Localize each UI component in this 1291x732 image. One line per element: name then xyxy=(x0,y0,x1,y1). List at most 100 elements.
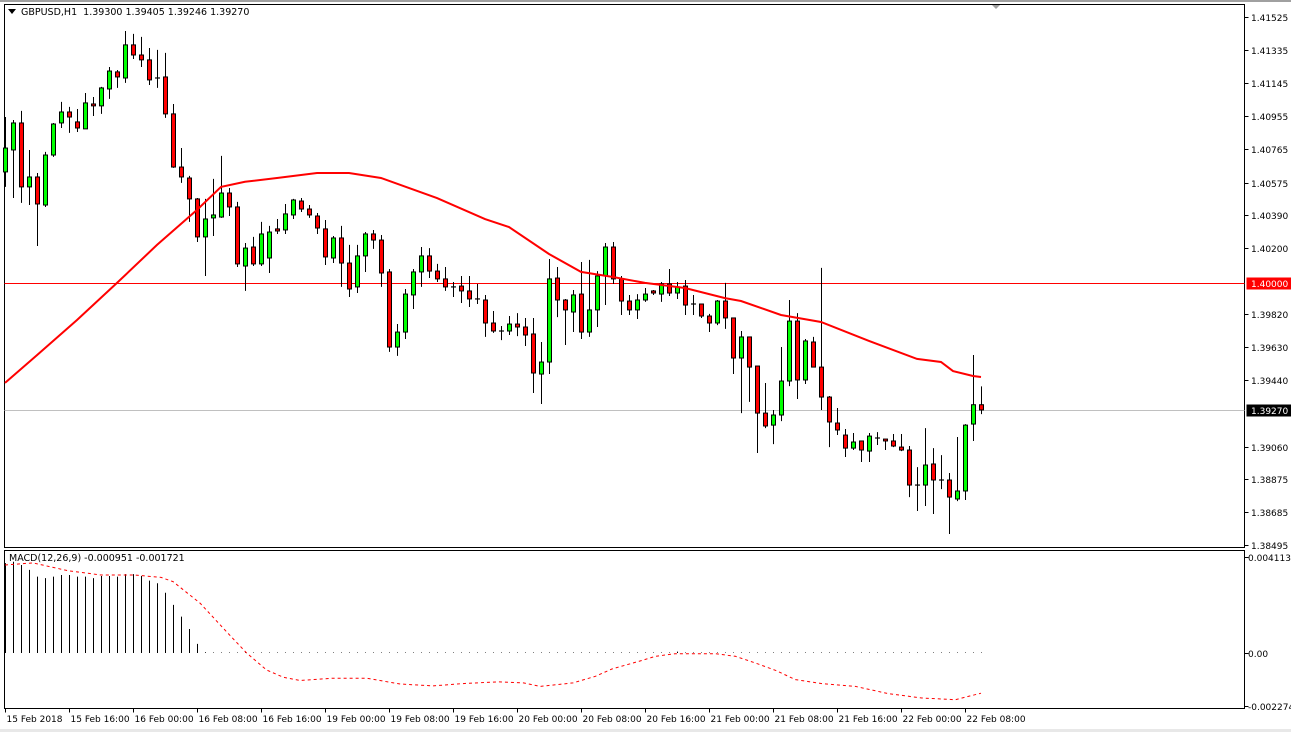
bear-candle xyxy=(379,239,384,274)
dropdown-triangle-icon[interactable] xyxy=(8,9,16,14)
price-axis-label: 1.38875 xyxy=(1251,476,1288,486)
bear-candle xyxy=(627,300,632,311)
bull-candle xyxy=(419,255,424,273)
bear-candle xyxy=(115,71,120,78)
macd-axis-label: 0.00 xyxy=(1248,650,1268,660)
bull-candle xyxy=(267,231,272,259)
bull-candle xyxy=(395,331,400,348)
price-axis-label: 1.40765 xyxy=(1251,146,1288,156)
price-axis-label: 1.39630 xyxy=(1251,344,1288,354)
bear-candle xyxy=(795,320,800,381)
bear-candle xyxy=(811,341,816,368)
bear-candle xyxy=(579,293,584,333)
bear-candle xyxy=(323,228,328,258)
bull-candle xyxy=(963,424,968,492)
bull-candle xyxy=(547,278,552,363)
bear-candle xyxy=(227,192,232,208)
bear-candle xyxy=(339,237,344,264)
bear-candle xyxy=(347,262,352,290)
bear-candle xyxy=(891,440,896,447)
bear-candle xyxy=(899,446,904,451)
time-axis-label: 22 Feb 00:00 xyxy=(903,715,962,725)
bull-candle xyxy=(851,441,856,449)
bear-candle xyxy=(251,246,256,265)
bear-candle xyxy=(443,278,448,288)
bear-candle xyxy=(459,285,464,292)
bear-candle xyxy=(315,215,320,229)
bull-candle xyxy=(923,464,928,486)
bear-candle xyxy=(819,366,824,398)
bear-candle xyxy=(699,303,704,317)
time-axis-label: 21 Feb 08:00 xyxy=(775,715,834,725)
bull-candle xyxy=(603,246,608,277)
time-axis-label: 15 Feb 2018 xyxy=(7,715,63,725)
bull-candle xyxy=(595,275,600,311)
bull-candle xyxy=(955,490,960,500)
chart-shift-marker-icon[interactable] xyxy=(992,5,1000,9)
bull-candle xyxy=(507,323,512,332)
bear-candle xyxy=(435,270,440,280)
time-axis-label: 19 Feb 08:00 xyxy=(391,715,450,725)
bull-candle xyxy=(643,293,648,301)
macd-axis-label: -0.002274 xyxy=(1248,703,1291,713)
bear-candle xyxy=(187,177,192,200)
price-axis-label: 1.39060 xyxy=(1251,444,1288,454)
price-axis-label: 1.40200 xyxy=(1251,245,1288,255)
bull-candle xyxy=(291,199,296,216)
bear-candle xyxy=(531,333,536,374)
chart-header: GBPUSD,H1 1.39300 1.39405 1.39246 1.3927… xyxy=(8,7,249,18)
bear-candle xyxy=(491,322,496,332)
bear-candle xyxy=(763,412,768,427)
bull-candle xyxy=(123,44,128,79)
bull-candle xyxy=(771,414,776,426)
macd-signal-line xyxy=(4,562,982,701)
bull-candle xyxy=(971,404,976,425)
bear-candle xyxy=(907,449,912,486)
bear-candle xyxy=(19,122,24,188)
bear-candle xyxy=(731,317,736,359)
time-axis-label: 22 Feb 08:00 xyxy=(967,715,1026,725)
price-axis-label: 1.41145 xyxy=(1251,80,1288,90)
time-axis-label: 19 Feb 16:00 xyxy=(455,715,514,725)
bear-candle xyxy=(947,479,952,498)
level-price-label: 1.40000 xyxy=(1251,280,1288,290)
bear-candle xyxy=(427,255,432,272)
bull-candle xyxy=(259,233,264,265)
bear-candle xyxy=(835,422,840,431)
bottom-edge xyxy=(0,729,1291,732)
price-axis-label: 1.38685 xyxy=(1251,509,1288,519)
bull-candle xyxy=(203,218,208,238)
bear-candle xyxy=(667,283,672,294)
bull-candle xyxy=(59,111,64,124)
bull-candle xyxy=(803,340,808,381)
bear-candle xyxy=(67,111,72,118)
bull-candle xyxy=(107,70,112,90)
bear-candle xyxy=(747,336,752,368)
bull-candle xyxy=(411,271,416,296)
bull-candle xyxy=(83,102,88,130)
bull-candle xyxy=(635,299,640,311)
bull-candle xyxy=(571,294,576,313)
bear-candle xyxy=(723,300,728,319)
main-panel-frame xyxy=(4,4,1245,548)
price-axis-label: 1.40575 xyxy=(1251,180,1288,190)
time-axis-label: 21 Feb 16:00 xyxy=(839,715,898,725)
ohlc-readout: 1.39300 1.39405 1.39246 1.39270 xyxy=(83,7,250,18)
bear-candle xyxy=(307,208,312,216)
bull-candle xyxy=(3,147,8,173)
bear-candle xyxy=(467,290,472,300)
bull-candle xyxy=(51,123,56,156)
bull-candle xyxy=(99,87,104,107)
bull-candle xyxy=(243,247,248,267)
macd-axis-label: 0.004113 xyxy=(1248,554,1291,564)
time-axis-label: 15 Feb 16:00 xyxy=(71,715,130,725)
time-axis-label: 16 Feb 16:00 xyxy=(263,715,322,725)
bear-candle xyxy=(523,326,528,336)
bear-candle xyxy=(299,200,304,210)
macd-header: MACD(12,26,9) -0.000951 -0.001721 xyxy=(9,553,185,564)
bull-candle xyxy=(219,192,224,218)
moving-average-line xyxy=(4,172,982,384)
bull-candle xyxy=(27,176,32,188)
top-edge xyxy=(0,0,1291,2)
